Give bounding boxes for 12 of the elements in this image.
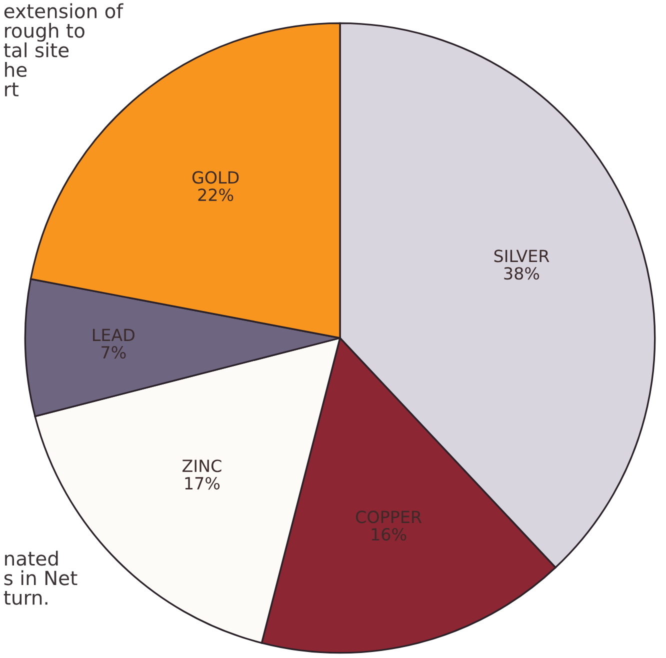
slice-label: COPPER xyxy=(356,510,422,524)
data-label: 7% xyxy=(102,346,126,359)
slice-label: ZINC xyxy=(182,460,222,472)
text: nated s in Net turn. xyxy=(4,550,78,605)
data-label: 17% xyxy=(185,476,220,490)
slice-label: GOLD xyxy=(192,171,239,184)
data-label: 16% xyxy=(372,528,406,541)
text: extension of rough to tal site he rt xyxy=(4,3,124,96)
slice-label: SILVER xyxy=(494,250,550,262)
data-label: 22% xyxy=(198,188,234,202)
slice-label: LEAD xyxy=(93,328,134,342)
data-label: 38% xyxy=(504,267,540,280)
